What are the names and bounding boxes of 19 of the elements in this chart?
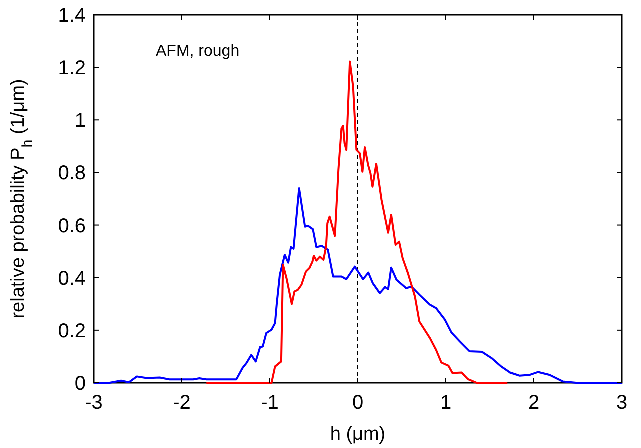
x-tick-label: 3: [616, 392, 628, 414]
y-tick-label: 0.4: [58, 268, 86, 290]
y-tick-label: 1.4: [58, 5, 86, 27]
line-series: [93, 187, 623, 384]
y-tick-label: 0.2: [58, 320, 86, 342]
x-tick-label: 0: [352, 392, 364, 414]
annotation: AFM, rough: [156, 43, 240, 60]
y-tick-label: 0.8: [58, 162, 86, 185]
y-tick-label: 0.6: [58, 215, 86, 238]
y-tick-label: 1.2: [58, 58, 86, 80]
y-tick-label: 1: [74, 110, 86, 132]
x-tick-label: -1: [261, 392, 279, 414]
x-axis-title: h (μm): [330, 424, 386, 445]
y-tick-label: 0: [74, 373, 86, 395]
x-tick-label: -3: [85, 392, 103, 414]
x-tick-label: -2: [173, 392, 191, 414]
x-tick-label: 2: [528, 392, 540, 414]
x-tick-label: 1: [440, 392, 452, 414]
line-series: [206, 60, 509, 384]
